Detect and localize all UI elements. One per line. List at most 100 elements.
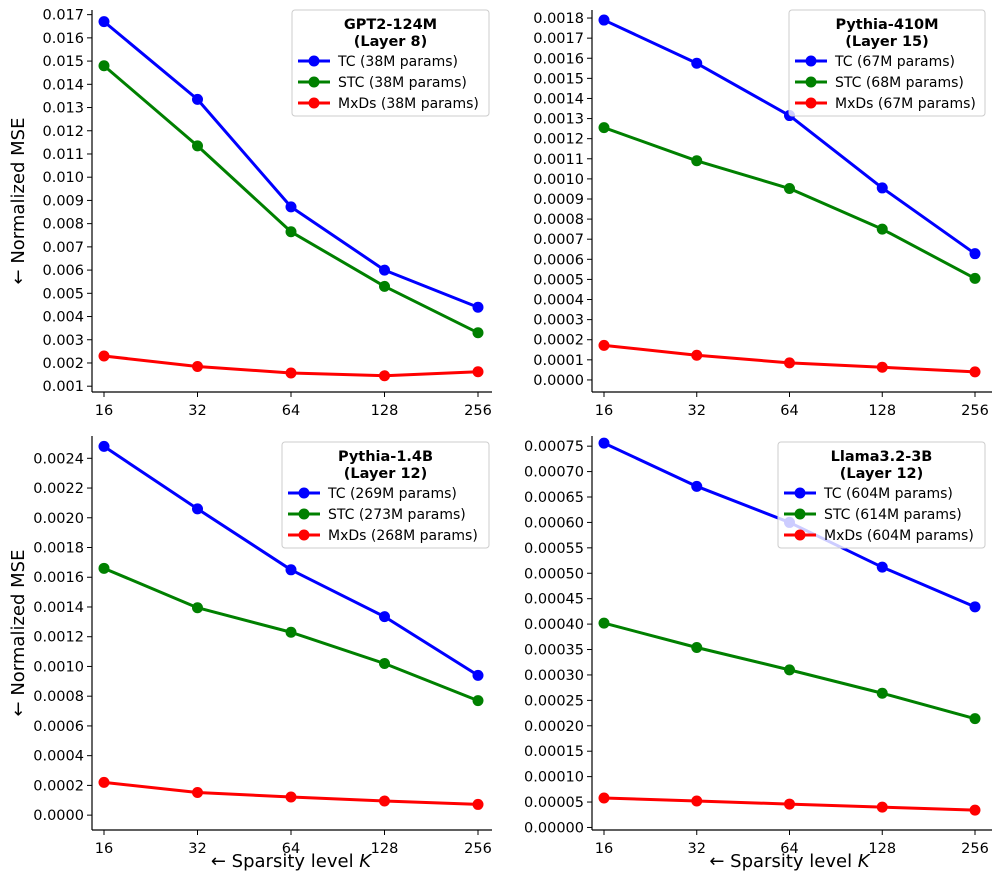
legend-subtitle: (Layer 15) bbox=[845, 34, 929, 50]
data-point bbox=[876, 801, 888, 813]
x-tick-label: 128 bbox=[868, 403, 896, 419]
y-tick-label: 0.0018 bbox=[533, 11, 584, 27]
y-tick-label: 0.0016 bbox=[533, 51, 584, 67]
y-tick-label: 0.0001 bbox=[533, 353, 584, 369]
data-point bbox=[285, 226, 297, 238]
y-tick-label: 0.00010 bbox=[524, 770, 584, 786]
data-point bbox=[98, 776, 110, 788]
data-point bbox=[969, 248, 981, 260]
legend-entry: TC (67M params) bbox=[834, 54, 955, 70]
y-tick-label: 0.00020 bbox=[524, 719, 584, 735]
y-tick-label: 0.0008 bbox=[533, 212, 584, 228]
y-tick-label: 0.00065 bbox=[524, 490, 584, 506]
y-tick-label: 0.0006 bbox=[533, 252, 584, 268]
legend: Pythia-1.4B(Layer 12) TC (269M params) STC… bbox=[281, 441, 490, 549]
data-point bbox=[691, 641, 703, 653]
x-tick-label: 64 bbox=[780, 841, 798, 857]
x-tick-label: 64 bbox=[282, 403, 300, 419]
data-point bbox=[98, 60, 110, 72]
x-axis-label-text: ← Sparsity level bbox=[709, 851, 857, 872]
data-point bbox=[285, 201, 297, 213]
y-tick-label: 0.0006 bbox=[33, 719, 84, 735]
y-tick-label: 0.00060 bbox=[524, 515, 584, 531]
legend-marker bbox=[308, 55, 320, 67]
data-point bbox=[691, 349, 703, 361]
legend-entry: MxDs (268M params) bbox=[328, 528, 478, 544]
y-tick-label: 0.0014 bbox=[33, 600, 84, 616]
data-point bbox=[691, 480, 703, 492]
legend-entry: MxDs (67M params) bbox=[835, 96, 976, 112]
legend-entry: STC (273M params) bbox=[328, 507, 466, 523]
data-point bbox=[472, 695, 484, 707]
data-point bbox=[285, 367, 297, 379]
x-axis-label: ← Sparsity level K bbox=[211, 851, 372, 872]
legend-marker bbox=[805, 55, 817, 67]
data-point bbox=[192, 360, 203, 372]
y-tick-label: 0.0003 bbox=[533, 313, 584, 329]
data-point bbox=[598, 14, 610, 26]
legend: Pythia-410M(Layer 15) TC (67M params) STC … bbox=[788, 9, 986, 117]
data-point bbox=[784, 357, 795, 369]
data-point bbox=[285, 791, 297, 803]
data-point bbox=[285, 564, 297, 576]
legend-entry: MxDs (38M params) bbox=[338, 96, 479, 112]
x-tick-label: 128 bbox=[868, 841, 896, 857]
data-point bbox=[98, 350, 110, 362]
data-point bbox=[784, 183, 795, 195]
y-tick-label: 0.0012 bbox=[33, 630, 84, 646]
legend-entry: TC (38M params) bbox=[337, 54, 458, 70]
legend: Llama3.2-3B(Layer 12) TC (604M params) STC… bbox=[777, 441, 986, 549]
legend-title: Llama3.2-3B bbox=[831, 449, 933, 465]
legend-box bbox=[777, 441, 986, 549]
data-point bbox=[192, 140, 203, 152]
x-tick-label: 128 bbox=[371, 403, 399, 419]
x-tick-label: 32 bbox=[688, 841, 706, 857]
x-tick-label: 16 bbox=[95, 403, 113, 419]
y-tick-label: 0.008 bbox=[42, 217, 84, 233]
x-axis-label: ← Sparsity level K bbox=[709, 851, 870, 872]
y-tick-label: 0.00030 bbox=[524, 668, 584, 684]
y-tick-label: 0.00040 bbox=[524, 617, 584, 633]
data-point bbox=[472, 798, 484, 810]
y-tick-label: 0.006 bbox=[42, 263, 84, 279]
legend-marker bbox=[794, 529, 806, 541]
legend-subtitle: (Layer 12) bbox=[840, 466, 924, 482]
x-tick-label: 64 bbox=[282, 841, 300, 857]
y-tick-label: 0.0024 bbox=[33, 451, 84, 467]
x-axis-label-var: K bbox=[359, 851, 372, 872]
y-tick-label: 0.016 bbox=[42, 31, 84, 47]
y-tick-label: 0.0018 bbox=[33, 541, 84, 557]
x-tick-label: 256 bbox=[464, 403, 492, 419]
x-tick-label: 256 bbox=[961, 403, 989, 419]
data-point bbox=[379, 657, 390, 669]
x-tick-label: 256 bbox=[961, 841, 989, 857]
x-tick-label: 16 bbox=[595, 403, 613, 419]
legend-box bbox=[291, 9, 490, 117]
legend-marker bbox=[794, 508, 806, 520]
y-tick-label: 0.0020 bbox=[33, 511, 84, 527]
y-tick-label: 0.0007 bbox=[533, 232, 584, 248]
y-tick-label: 0.0000 bbox=[33, 808, 84, 824]
data-point bbox=[784, 798, 795, 810]
y-tick-label: 0.007 bbox=[42, 240, 84, 256]
y-tick-label: 0.004 bbox=[42, 310, 84, 326]
data-point bbox=[379, 280, 390, 292]
legend-title: GPT2-124M bbox=[344, 17, 437, 33]
data-point bbox=[691, 795, 703, 807]
y-tick-label: 0.013 bbox=[42, 101, 84, 117]
data-point bbox=[379, 370, 390, 382]
series-line-2 bbox=[603, 126, 976, 280]
legend-box bbox=[281, 441, 490, 549]
legend-marker bbox=[308, 76, 320, 88]
data-point bbox=[192, 93, 203, 105]
data-point bbox=[598, 617, 610, 629]
chart-panel-2: 0.0000 0.0001 0.0002 0.0003 0.0004 0.0005 0.00… bbox=[533, 9, 992, 419]
y-tick-label: 0.0005 bbox=[533, 272, 584, 288]
y-tick-label: 0.0016 bbox=[33, 570, 84, 586]
y-tick-label: 0.001 bbox=[42, 379, 84, 395]
data-point bbox=[784, 664, 795, 676]
y-tick-label: 0.0013 bbox=[533, 112, 584, 128]
x-axis-label-text: ← Sparsity level bbox=[211, 851, 359, 872]
y-tick-label: 0.00015 bbox=[524, 744, 584, 760]
